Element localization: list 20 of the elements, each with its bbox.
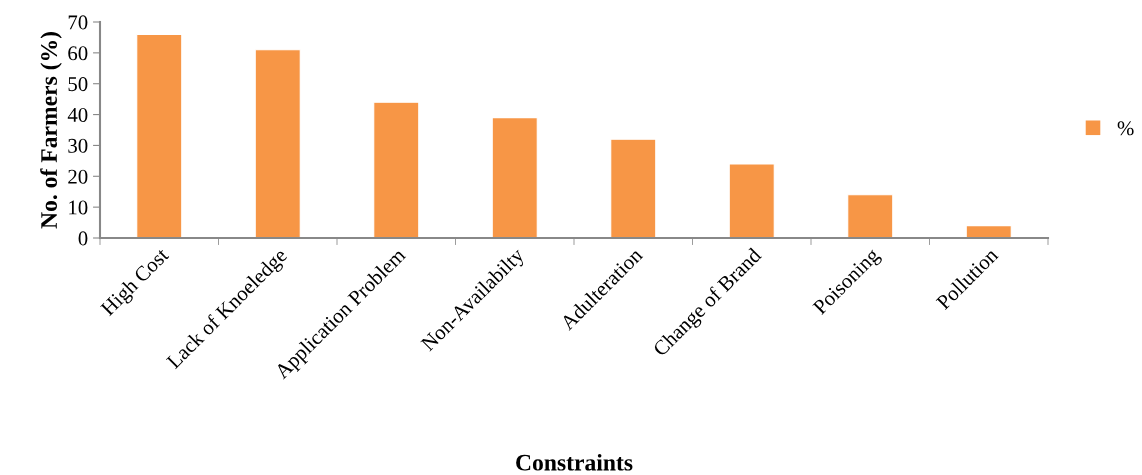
y-tick-label: 0 [78,231,88,246]
bar [136,33,183,238]
bar [847,194,894,238]
y-tick-label: 20 [68,169,88,184]
bar [728,163,775,238]
y-tick-label: 30 [68,138,88,153]
bar [373,101,420,238]
y-axis-title: No. of Farmers (%) [40,32,62,229]
x-axis-title: Constraints [516,454,633,471]
x-tick-label: High Cost [99,246,173,320]
y-tick-label: 40 [67,107,88,122]
y-tick-label: 70 [68,15,88,30]
bar [965,225,1012,238]
y-tick-label: 10 [69,200,88,215]
y-tick-label: 50 [68,77,88,92]
legend-label: % [1117,121,1134,136]
bar [610,138,657,238]
bar [254,49,301,238]
y-tick-label: 60 [68,46,88,61]
bar [491,117,538,238]
